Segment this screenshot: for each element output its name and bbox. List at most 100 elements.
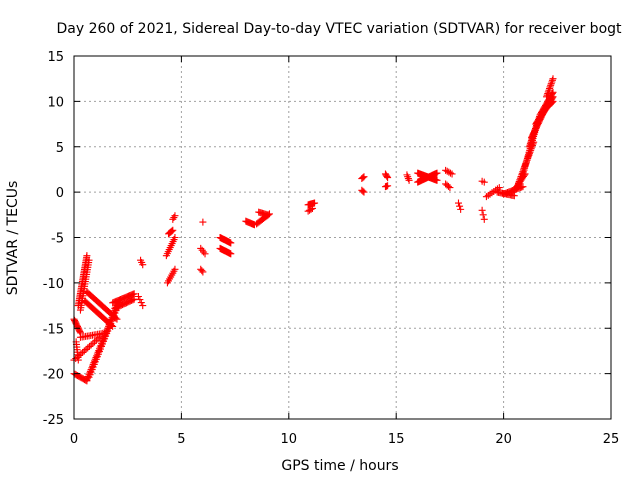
y-tick-label: -15 <box>43 322 64 337</box>
data-point <box>79 348 87 356</box>
data-point <box>359 187 367 195</box>
data-point <box>72 355 80 362</box>
data-point <box>82 345 90 353</box>
data-point <box>433 169 441 177</box>
data-point <box>139 302 147 310</box>
data-point <box>171 212 179 220</box>
data-point <box>227 239 235 247</box>
data-point <box>384 182 392 190</box>
data-point <box>456 202 464 210</box>
y-tick-label: -10 <box>43 277 64 292</box>
data-point <box>308 204 316 212</box>
data-point <box>136 296 144 304</box>
data-point <box>515 179 523 187</box>
data-point <box>263 211 271 219</box>
data-point <box>137 299 145 307</box>
data-point <box>516 174 524 182</box>
data-point <box>201 250 209 258</box>
data-points <box>70 75 557 385</box>
data-point <box>457 205 465 213</box>
data-point <box>519 183 527 191</box>
data-point <box>448 170 456 178</box>
data-point <box>546 83 554 91</box>
data-point <box>444 182 452 190</box>
data-point <box>199 268 207 276</box>
x-tick-label: 0 <box>70 432 78 447</box>
data-point <box>75 351 83 359</box>
data-point <box>85 256 93 264</box>
data-point <box>543 93 551 101</box>
y-tick-label: 0 <box>56 186 64 201</box>
data-point <box>544 90 552 98</box>
data-point <box>85 342 93 350</box>
data-point <box>404 173 412 181</box>
data-point <box>83 252 91 260</box>
data-point <box>515 177 523 185</box>
y-tick-label: -25 <box>43 413 64 428</box>
data-point <box>479 211 487 219</box>
data-point <box>227 250 235 258</box>
axis-ticks: 0 5 10 15 20 25 -25 -20 -15 -10 -5 0 5 10 15 <box>43 50 620 447</box>
data-point <box>360 188 368 196</box>
data-point <box>480 215 488 223</box>
data-point <box>171 234 179 241</box>
data-point <box>139 261 147 269</box>
data-point <box>307 205 315 213</box>
data-point <box>87 341 95 349</box>
data-point <box>545 85 553 93</box>
data-point <box>129 296 137 304</box>
data-point <box>77 350 85 358</box>
y-tick-label: -5 <box>51 232 64 247</box>
x-tick-label: 10 <box>281 432 298 447</box>
chart-title: Day 260 of 2021, Sidereal Day-to-day VTE… <box>56 21 622 37</box>
data-point <box>543 91 551 99</box>
data-point <box>446 184 454 192</box>
data-point <box>108 321 116 329</box>
data-point <box>91 338 99 346</box>
data-point <box>454 199 462 207</box>
x-tick-label: 25 <box>603 432 620 447</box>
data-point <box>311 199 319 207</box>
x-tick-label: 5 <box>177 432 185 447</box>
data-point <box>516 176 524 184</box>
data-point <box>168 227 176 235</box>
data-point <box>478 206 486 214</box>
data-point <box>548 98 556 106</box>
data-point <box>167 228 175 236</box>
data-point <box>134 292 142 300</box>
data-point <box>545 86 553 94</box>
data-point <box>445 168 453 176</box>
data-point <box>112 314 120 322</box>
data-point <box>359 174 367 182</box>
data-point <box>383 172 391 180</box>
data-point <box>433 176 441 184</box>
data-point <box>199 218 207 226</box>
data-point <box>80 347 88 355</box>
x-tick-label: 20 <box>495 432 512 447</box>
x-tick-label: 15 <box>388 432 405 447</box>
y-tick-label: 10 <box>47 95 64 110</box>
data-point <box>109 322 117 330</box>
data-point <box>549 75 557 83</box>
data-point <box>170 214 178 222</box>
data-point <box>544 88 552 96</box>
data-point <box>113 315 121 323</box>
x-axis-title: GPS time / hours <box>281 458 398 474</box>
data-point <box>548 78 556 86</box>
data-point <box>404 175 412 183</box>
data-point <box>547 81 555 89</box>
y-tick-label: 15 <box>47 50 64 65</box>
y-axis-title: SDTVAR / TECUs <box>5 181 21 296</box>
data-point <box>480 178 488 186</box>
y-tick-label: 5 <box>56 141 64 156</box>
data-point <box>84 374 92 382</box>
data-point <box>76 328 84 336</box>
data-point <box>171 265 179 273</box>
data-point <box>73 353 81 361</box>
data-point <box>446 169 454 177</box>
data-point <box>198 267 206 275</box>
data-point <box>89 339 97 347</box>
data-point <box>405 176 413 184</box>
grid-lines <box>74 56 611 419</box>
